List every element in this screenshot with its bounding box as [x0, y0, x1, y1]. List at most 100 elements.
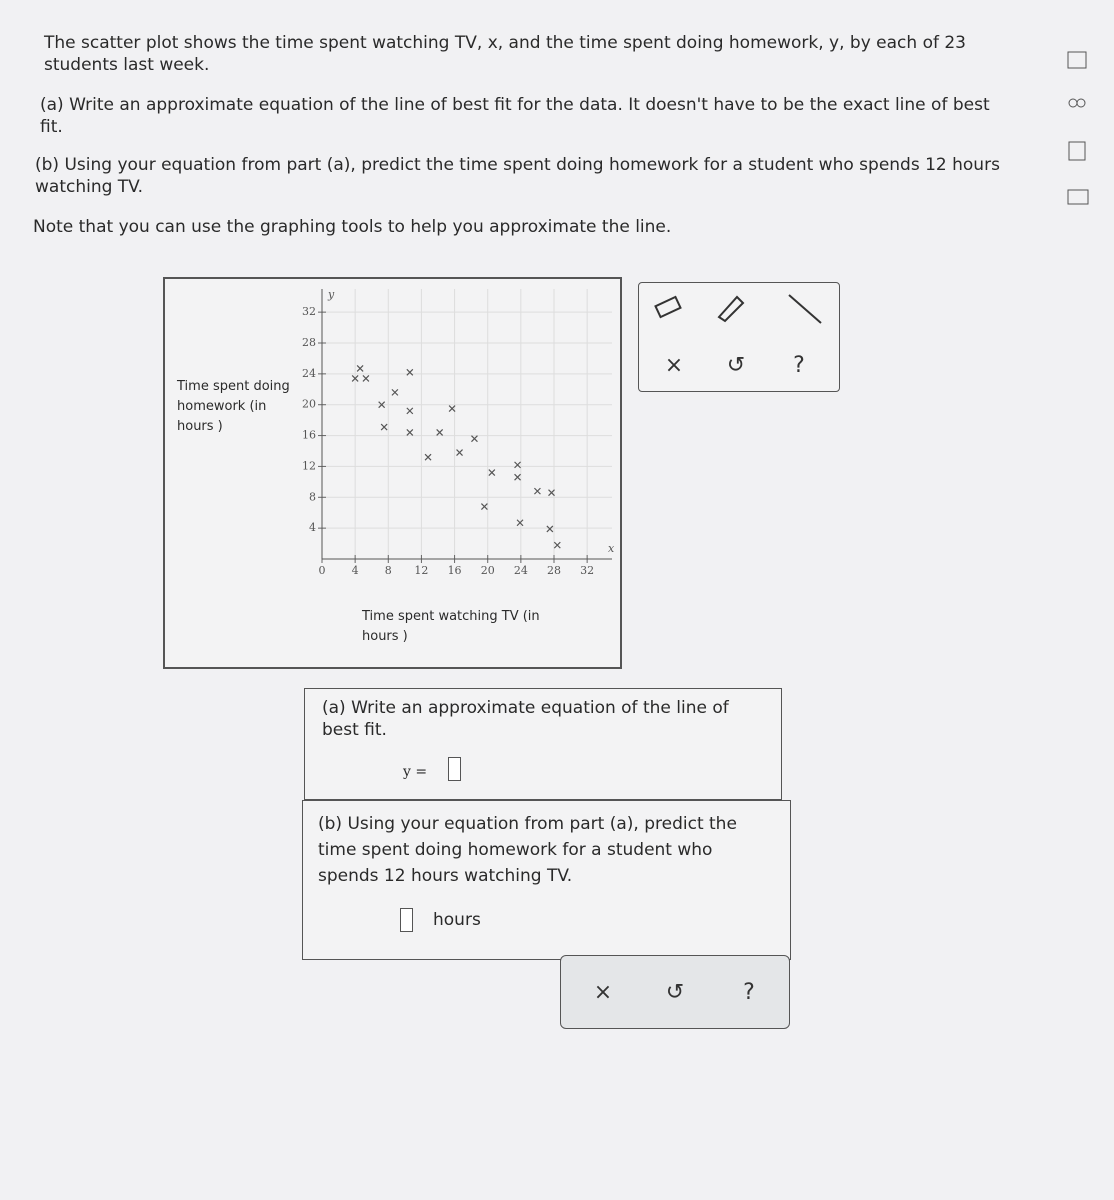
answer-b-prompt: (b) Using your equation from part (a), p…	[318, 814, 737, 886]
x-tick-label: 16	[448, 564, 462, 577]
x-axis-symbol: x	[608, 542, 615, 555]
answer-a-prompt: (a) Write an approximate equation of the…	[322, 698, 729, 740]
x-tick-label: 0	[319, 564, 326, 577]
answer-a-panel: (a) Write an approximate equation of the…	[304, 688, 782, 800]
point-stroke	[546, 525, 554, 533]
undo-button[interactable]: ↺	[726, 353, 746, 378]
point-stroke	[514, 473, 521, 481]
x-tick-label: 8	[385, 564, 392, 577]
data-point	[480, 503, 488, 510]
equation-input[interactable]	[448, 757, 461, 781]
y-tick-label: 16	[302, 429, 316, 442]
y-tick-label: 24	[302, 367, 316, 380]
y-tick-label: 8	[309, 490, 316, 503]
data-point	[514, 461, 521, 469]
y-tick-label: 28	[302, 336, 316, 349]
data-point	[351, 375, 359, 382]
data-point	[448, 405, 456, 412]
pencil-icon[interactable]	[717, 295, 745, 323]
eraser-icon[interactable]	[654, 295, 682, 319]
unit: hours	[433, 910, 481, 930]
y-tick-label: 20	[302, 398, 316, 411]
part-a-text: (a) Write an approximate equation of the…	[40, 95, 990, 137]
point-stroke	[378, 401, 386, 409]
data-point	[391, 388, 399, 396]
y-axis-symbol: y	[327, 288, 335, 301]
point-stroke	[448, 405, 456, 412]
y-axis-label: Time spent doing homework (in hours )	[177, 379, 290, 434]
point-stroke	[516, 519, 524, 527]
equation-lhs: y =	[403, 764, 428, 780]
point-stroke	[406, 407, 414, 415]
point-stroke	[514, 461, 521, 469]
x-tick-label: 28	[547, 564, 561, 577]
point-stroke	[380, 423, 388, 431]
point-stroke	[488, 469, 496, 477]
graph-panel	[163, 277, 622, 669]
help-button[interactable]: ?	[793, 353, 805, 378]
x-tick-label: 4	[352, 564, 359, 577]
point-stroke	[362, 375, 370, 382]
point-stroke	[480, 503, 488, 510]
y-tick-label: 32	[302, 305, 316, 318]
intro: The scatter plot shows the time spent wa…	[44, 33, 966, 75]
data-point	[362, 375, 370, 382]
book-icon[interactable]	[1068, 141, 1086, 161]
data-point	[546, 525, 554, 533]
point-stroke	[356, 365, 364, 372]
draw-tools	[654, 294, 822, 324]
y-tick-label: 4	[309, 521, 316, 534]
scatter-plot[interactable]: 0 4 8 12 16 20 24 28 32 4 8 12 16 20 24 28 32 x y	[165, 279, 616, 663]
clear-answer-button[interactable]: ×	[593, 980, 613, 1005]
clear-button[interactable]: ×	[664, 353, 684, 378]
point-stroke	[351, 375, 359, 382]
part-b-text: (b) Using your equation from part (a), p…	[35, 155, 1000, 197]
data-point	[534, 487, 541, 495]
x-tick-label: 24	[514, 564, 528, 577]
point-stroke	[424, 453, 432, 461]
x-tick-label: 12	[414, 564, 428, 577]
data-point	[456, 449, 463, 456]
data-point	[406, 429, 414, 436]
data-point	[516, 519, 524, 527]
data-point	[406, 368, 414, 376]
mail-icon[interactable]	[1067, 189, 1089, 205]
graph-toolbar: × ↺ ?	[638, 282, 840, 392]
data-point	[436, 429, 444, 436]
point-stroke	[406, 368, 414, 376]
undo-answer-button[interactable]: ↺	[665, 980, 685, 1005]
point-stroke	[456, 449, 463, 456]
point-stroke	[548, 489, 555, 497]
x-axis-label: Time spent watching TV (in hours )	[362, 609, 540, 644]
data-point	[488, 469, 496, 477]
point-stroke	[471, 435, 478, 443]
calculator-icon[interactable]	[1067, 51, 1087, 69]
data-point	[380, 423, 388, 431]
point-stroke	[406, 429, 414, 436]
link-icon[interactable]	[1076, 98, 1086, 108]
point-stroke	[553, 541, 561, 549]
line-tool-icon[interactable]	[788, 294, 822, 324]
data-point	[424, 453, 432, 461]
data-point	[356, 365, 364, 372]
x-tick-label: 32	[580, 564, 594, 577]
data-point	[514, 473, 521, 481]
answer-b-panel: (b) Using your equation from part (a), p…	[302, 800, 791, 960]
point-stroke	[391, 388, 399, 396]
help-answer-button[interactable]: ?	[743, 980, 755, 1005]
data-point	[406, 407, 414, 415]
point-stroke	[436, 429, 444, 436]
sidebar-icons	[1067, 51, 1089, 205]
y-tick-label: 12	[302, 459, 316, 472]
link-icon[interactable]	[1068, 98, 1078, 108]
data-point	[378, 401, 386, 409]
answer-toolbar: × ↺ ?	[560, 955, 790, 1029]
note: Note that you can use the graphing tools…	[33, 217, 672, 237]
prediction-input[interactable]	[400, 908, 413, 932]
x-tick-label: 20	[481, 564, 495, 577]
data-point	[548, 489, 555, 497]
data-point	[553, 541, 561, 549]
data-point	[471, 435, 478, 443]
point-stroke	[534, 487, 541, 495]
